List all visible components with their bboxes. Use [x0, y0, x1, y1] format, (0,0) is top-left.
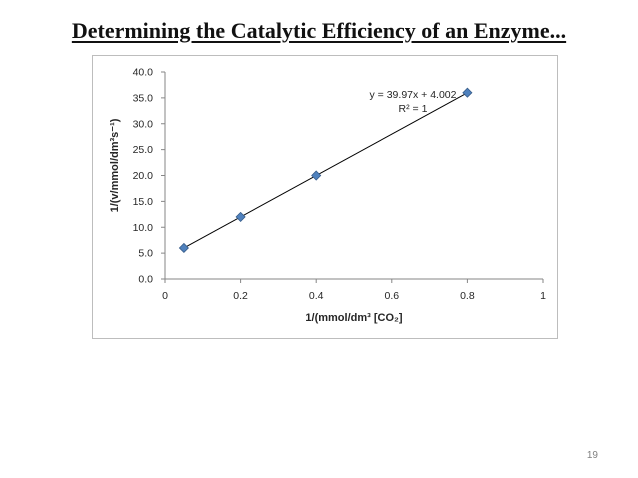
- chart-area: 0.0 5.0 10.0 15.0 20.0 25.0 30.0 35.0 40.0 0 0.2 0…: [92, 55, 558, 339]
- y-tick-label: 5.0: [138, 248, 153, 260]
- slide-number: 19: [586, 450, 598, 461]
- y-tick-label: 30.0: [133, 118, 154, 130]
- x-axis: 0 0.2 0.4 0.6 0.8 1: [162, 278, 546, 302]
- y-axis-label: 1/(v/mmol/dm³s⁻¹): [109, 118, 121, 212]
- y-axis: 0.0 5.0 10.0 15.0 20.0 25.0 30.0 35.0 40.0: [133, 67, 166, 286]
- scatter-chart: 0.05.010.015.020.025.030.035.040.0 0 0.2 0…: [109, 67, 546, 325]
- trendline: [183, 92, 468, 249]
- y-tick-label: 25.0: [133, 144, 154, 156]
- y-tick-label: 40.0: [133, 67, 154, 79]
- slide-title: Determining the Catalytic Efficiency of …: [71, 18, 567, 43]
- x-tick-label: 1: [540, 290, 546, 302]
- x-tick-label: 0.4: [309, 290, 324, 302]
- data-point: [235, 211, 246, 222]
- trendline-r-squared: R² = 1: [399, 103, 428, 115]
- y-tick-label: 20.0: [133, 170, 154, 182]
- x-axis-label: 1/(mmol/dm³ [CO₂]: [305, 312, 403, 324]
- data-point: [462, 87, 473, 98]
- y-tick-label: 0.0: [138, 274, 153, 286]
- data-point: [311, 170, 322, 181]
- x-tick-label: 0.8: [460, 290, 475, 302]
- y-tick-label: 15.0: [133, 196, 154, 208]
- y-tick-label: 10.0: [133, 222, 154, 234]
- x-tick-label: 0: [162, 290, 168, 302]
- data-points: [178, 87, 473, 254]
- trendline-equation: y = 39.97x + 4.002: [370, 89, 457, 101]
- y-tick-label: 35.0: [133, 92, 154, 104]
- data-point: [178, 242, 189, 254]
- x-tick-label: 0.6: [384, 290, 399, 302]
- x-tick-label: 0.2: [233, 290, 248, 302]
